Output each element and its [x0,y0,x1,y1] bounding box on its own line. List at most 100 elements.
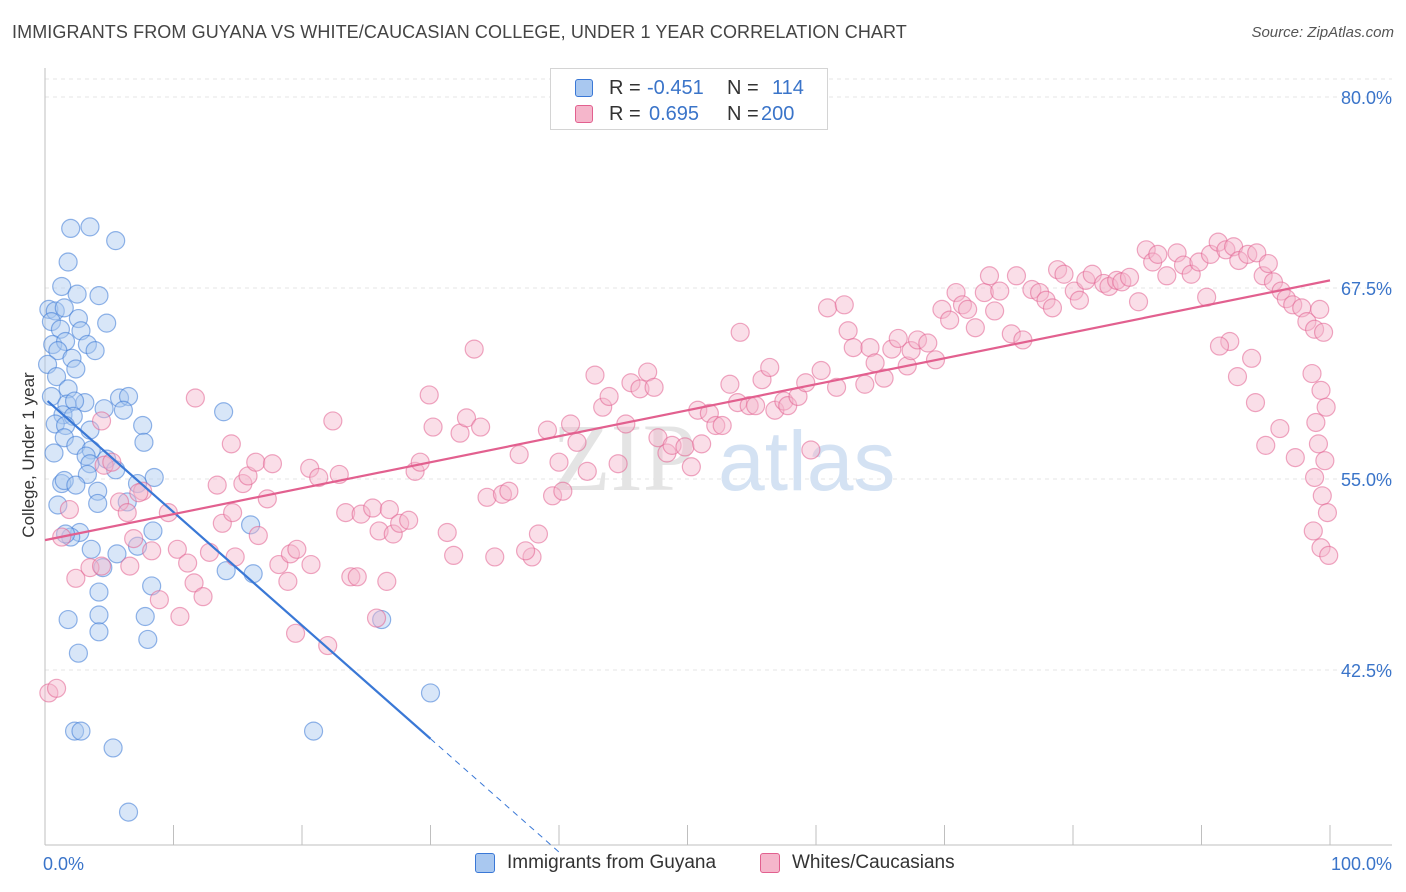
whites-point [860,337,880,358]
guyana-point [58,252,78,272]
whites-point [746,396,766,416]
whites-point [351,504,371,524]
whites-point [752,370,772,390]
guyana-point [85,341,105,361]
whites-point [223,503,243,523]
whites-point [834,295,854,315]
whites-point [985,301,1005,321]
whites-point [1036,290,1056,310]
guyana-point [50,319,71,339]
whites-point [1200,244,1221,264]
whites-point [1181,264,1201,284]
whites-point [323,411,343,431]
legend-r-value: 0.695 [649,103,700,125]
y-tick-label: 42.5% [1341,661,1392,681]
whites-point [1304,467,1325,488]
whites-point [1157,266,1177,286]
whites-point [383,524,403,544]
legend-n-value: 114 [772,77,804,99]
guyana-point [64,391,85,411]
guyana-point [39,299,59,319]
guyana-point [64,721,85,741]
whites-point [965,318,985,338]
guyana-point [58,609,78,630]
guyana-point [89,605,109,625]
whites-point [399,510,419,530]
whites-point [117,503,137,523]
whites-point [838,321,858,341]
whites-point [225,547,245,567]
whites-point [1253,266,1273,286]
whites-point [471,417,491,437]
whites-point [675,437,695,457]
whites-point [1319,545,1339,566]
legend-r-label: R = [609,77,641,99]
guyana-point [58,379,78,399]
x-tick-label-left: 0.0% [43,854,84,874]
whites-point [178,553,198,573]
guyana-point [68,308,89,329]
whites-point [1242,348,1262,368]
whites-point [91,411,112,431]
whites-point [593,397,613,417]
whites-point [248,525,268,546]
whites-point [363,498,383,518]
legend-n-value: 200 [761,103,795,125]
guyana-point [420,683,441,703]
guyana-point [89,582,109,602]
guyana-trend-extension [430,738,560,853]
whites-point [221,434,241,454]
y-axis-label: College, Under 1 year [19,372,38,538]
whites-point [1315,451,1335,471]
whites-point [1054,264,1074,284]
whites-point [318,635,338,656]
guyana-point [66,475,86,495]
whites-point [855,374,875,394]
whites-point [553,481,573,501]
whites-point [1216,240,1236,260]
whites-trend-line [44,279,1331,542]
legend-swatch-pink [575,105,593,123]
whites-point [1270,418,1290,439]
guyana-point [106,231,126,251]
guyana-point [46,367,67,387]
whites-point [874,368,894,388]
guyana-point [77,334,98,355]
whites-point [1258,253,1278,274]
bottom-legend-label: Immigrants from Guyana [507,852,717,873]
whites-point [91,556,112,576]
whites-point [644,377,664,397]
whites-point [1311,538,1331,558]
y-tick-label: 80.0% [1341,88,1392,108]
guyana-point [54,298,74,318]
guyana-point [303,721,324,741]
whites-point [1042,298,1063,318]
whites-point [287,539,307,559]
whites-point [826,377,847,397]
whites-point [681,457,701,477]
whites-point [958,299,978,319]
guyana-point [138,629,158,650]
whites-point [1099,276,1119,297]
guyana-point [133,415,153,436]
chart-title: IMMIGRANTS FROM GUYANA VS WHITE/CAUCASIA… [12,22,907,42]
whites-point [1308,434,1329,454]
legend-r-value: -0.451 [647,77,704,99]
whites-point [129,483,149,503]
whites-point [585,365,605,385]
whites-point [366,608,387,628]
whites-point [720,374,740,394]
whites-point [706,415,726,436]
whites-point [1167,243,1187,263]
guyana-point [44,443,64,463]
whites-point [1227,367,1248,387]
whites-point [377,571,397,591]
guyana-trend-line [46,400,432,740]
guyana-point [54,470,74,491]
guyana-point [143,521,163,541]
whites-point [1297,312,1317,332]
whites-point [379,499,399,520]
whites-point [185,388,205,408]
bottom-legend-label: Whites/Caucasians [792,852,955,873]
whites-point [1013,330,1033,350]
